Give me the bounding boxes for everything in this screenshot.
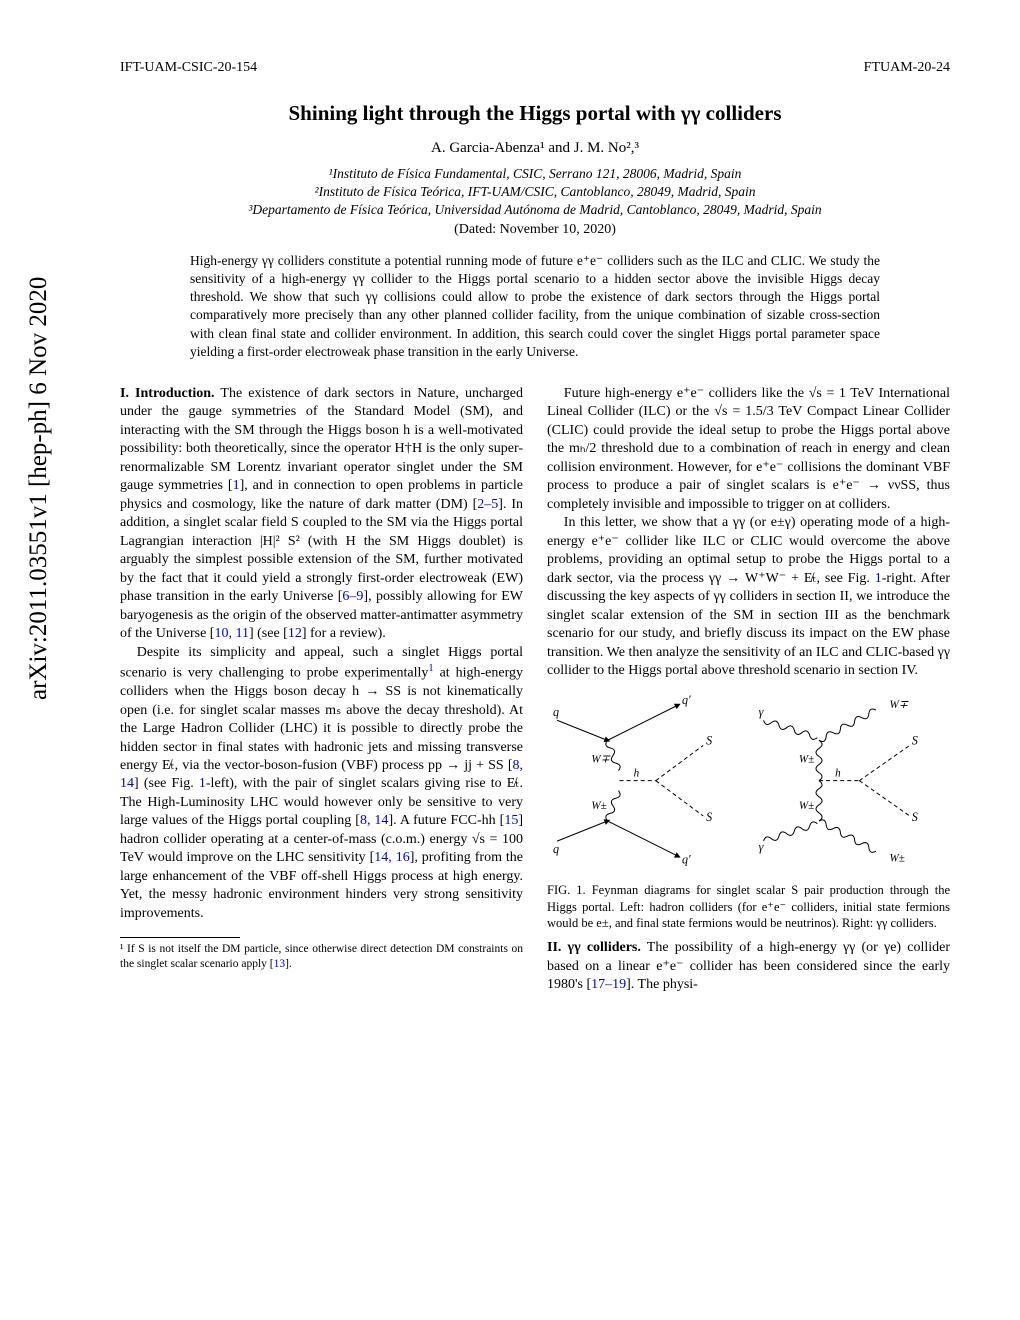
svg-text:S: S: [912, 810, 918, 824]
cite[interactable]: 12: [288, 626, 302, 641]
svg-text:W±: W±: [799, 754, 814, 766]
feynman-diagram: q q q′ q′ W∓ W± h S S: [547, 690, 950, 871]
svg-text:h: h: [634, 768, 640, 780]
report-numbers: IFT-UAM-CSIC-20-154 FTUAM-20-24: [120, 60, 950, 76]
authors: A. Garcia-Abenza¹ and J. M. No²,³: [120, 140, 950, 157]
svg-text:q′: q′: [682, 853, 691, 867]
sec1-head: I. Introduction.: [120, 386, 215, 401]
cite[interactable]: 2–5: [477, 497, 498, 512]
cite[interactable]: 8, 14: [360, 813, 389, 828]
dated: (Dated: November 10, 2020): [120, 222, 950, 238]
cite[interactable]: 14, 16: [374, 850, 409, 865]
svg-text:q′: q′: [682, 694, 691, 708]
footnote-rule: [120, 937, 240, 938]
footnote-1: ¹ If S is not itself the DM particle, si…: [120, 942, 523, 972]
cite[interactable]: 15: [504, 813, 518, 828]
sec2-head: II. γγ colliders.: [547, 940, 641, 955]
svg-text:γ: γ: [759, 706, 765, 720]
svg-text:h: h: [835, 768, 841, 780]
report-right: FTUAM-20-24: [864, 60, 950, 76]
svg-text:W±: W±: [591, 800, 606, 812]
fig1-caption: FIG. 1. Feynman diagrams for singlet sca…: [547, 882, 950, 931]
cite[interactable]: 1: [233, 478, 240, 493]
cite[interactable]: 10, 11: [214, 626, 248, 641]
fig-ref[interactable]: 1: [199, 776, 206, 791]
svg-text:W∓: W∓: [890, 700, 909, 712]
affil-1: ¹Instituto de Física Fundamental, CSIC, …: [120, 165, 950, 183]
sec2-p1: II. γγ colliders. The possibility of a h…: [547, 939, 950, 994]
svg-text:W±: W±: [890, 853, 905, 865]
sec1-p1: I. Introduction. The existence of dark s…: [120, 385, 523, 644]
svg-text:q: q: [553, 843, 559, 857]
figure-1: q q q′ q′ W∓ W± h S S: [547, 690, 950, 931]
affil-3: ³Departamento de Física Teórica, Univers…: [120, 201, 950, 219]
sec1-p2: Despite its simplicity and appeal, such …: [120, 644, 523, 924]
abstract: High-energy γγ colliders constitute a po…: [190, 252, 880, 361]
paper-title: Shining light through the Higgs portal w…: [120, 101, 950, 126]
col2-p1: Future high-energy e⁺e⁻ colliders like t…: [547, 385, 950, 514]
col2-p2: In this letter, we show that a γγ (or e±…: [547, 514, 950, 680]
svg-text:γ: γ: [759, 841, 765, 855]
svg-text:W∓: W∓: [591, 754, 610, 766]
report-left: IFT-UAM-CSIC-20-154: [120, 60, 257, 76]
affil-2: ²Instituto de Física Teórica, IFT-UAM/CS…: [120, 183, 950, 201]
svg-text:S: S: [706, 810, 712, 824]
svg-text:W±: W±: [799, 800, 814, 812]
cite[interactable]: 13: [274, 958, 286, 970]
body-columns: I. Introduction. The existence of dark s…: [120, 385, 950, 994]
svg-text:S: S: [912, 734, 918, 748]
cite[interactable]: 17–19: [591, 977, 626, 992]
svg-text:S: S: [706, 734, 712, 748]
cite[interactable]: 6–9: [342, 589, 363, 604]
svg-text:q: q: [553, 706, 559, 720]
fig-ref[interactable]: 1: [875, 571, 882, 586]
